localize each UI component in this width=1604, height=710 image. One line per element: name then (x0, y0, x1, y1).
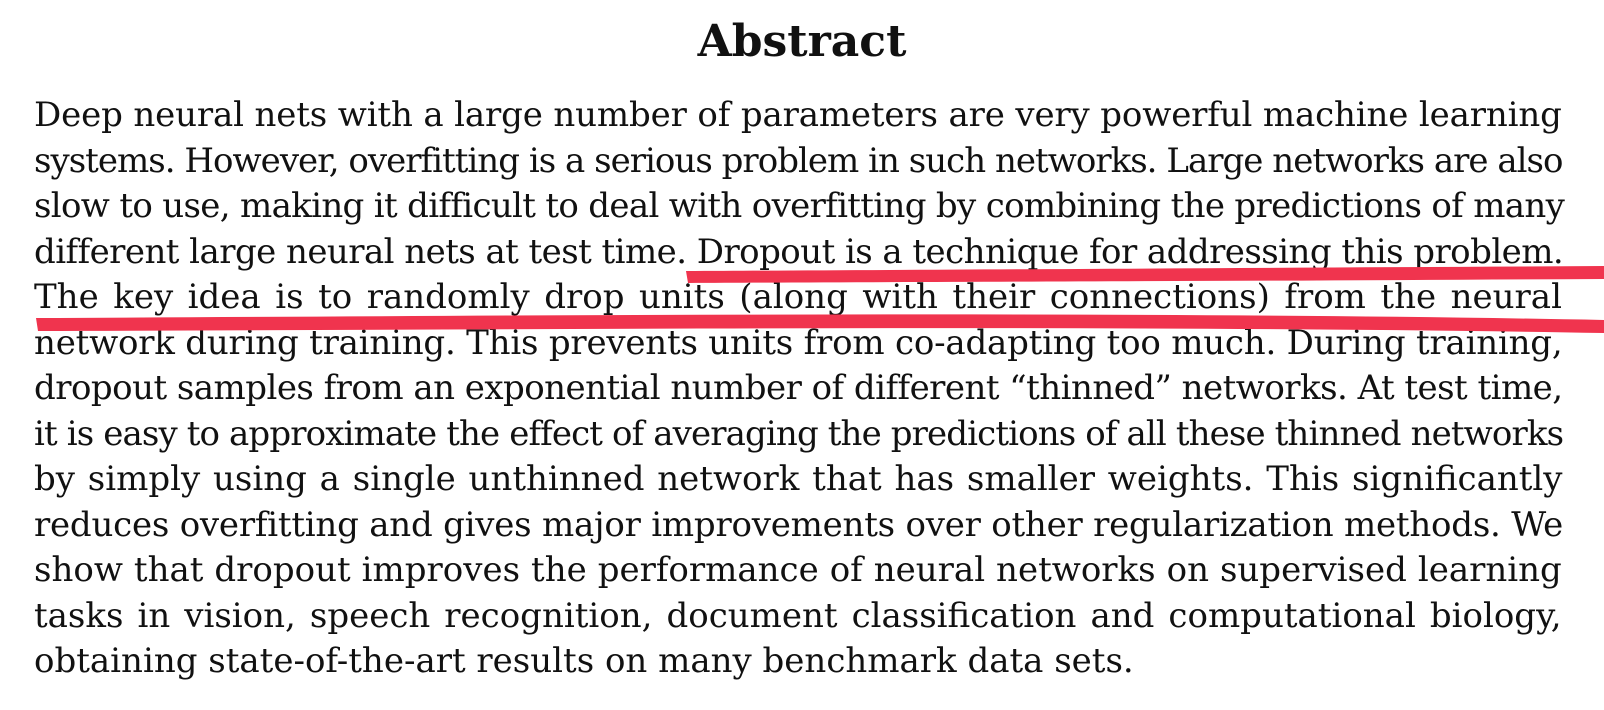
abstract-line: obtaining state-of-the-art results on ma… (34, 641, 1134, 681)
abstract-heading: Abstract (697, 16, 907, 67)
abstract-line: it is easy to approximate the effect of … (34, 413, 1564, 454)
abstract-line: different large neural nets at test time… (34, 231, 1564, 272)
abstract-line: network during training. This prevents u… (34, 322, 1563, 363)
abstract-line: show that dropout improves the performan… (34, 550, 1562, 590)
abstract-line: The key idea is to randomly drop units (… (34, 277, 1562, 317)
abstract-line: Deep neural nets with a large number of … (34, 95, 1562, 135)
abstract-line: dropout samples from an exponential numb… (34, 368, 1563, 408)
abstract-line: systems. However, overfitting is a serio… (34, 140, 1564, 181)
abstract-line: tasks in vision, speech recognition, doc… (34, 595, 1562, 636)
abstract-line: by simply using a single unthinned netwo… (34, 459, 1563, 499)
abstract-line: reduces overfitting and gives major impr… (34, 504, 1564, 545)
abstract-line: slow to use, making it difficult to deal… (34, 186, 1565, 226)
